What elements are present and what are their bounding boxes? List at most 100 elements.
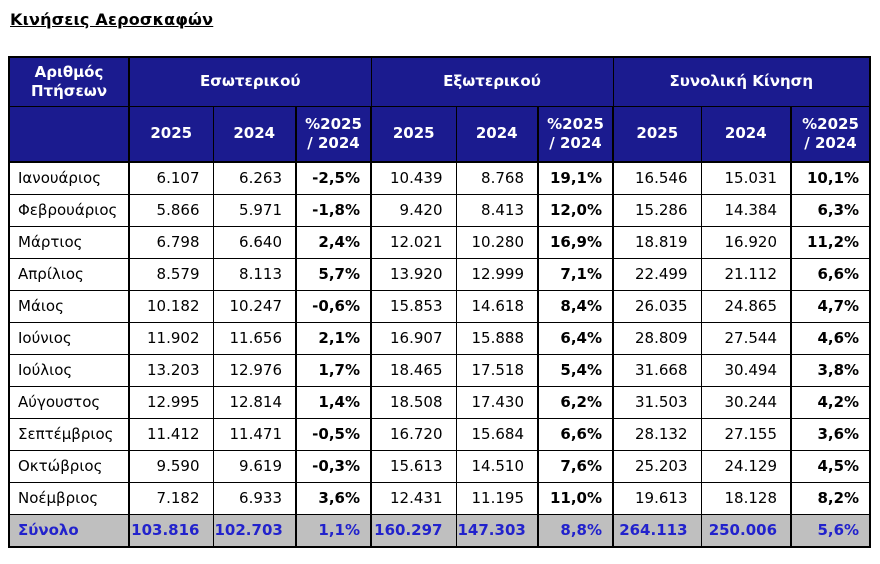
row-month-label: Ιούνιος: [8, 321, 130, 355]
value-cell: 28.132: [612, 417, 702, 451]
value-cell: 24.865: [700, 289, 792, 323]
pct-cell: 10,1%: [790, 161, 872, 195]
pct-cell: 1,4%: [295, 385, 372, 419]
group-header-domestic: Εσωτερικού: [128, 56, 372, 107]
pct-cell: 6,2%: [536, 385, 615, 419]
sub-header-2024: 2024: [212, 105, 297, 163]
value-cell: 8.768: [455, 161, 539, 195]
value-cell: 250.006: [700, 513, 792, 548]
row-month-label: Σεπτέμβριος: [8, 417, 130, 451]
group-header-total: Συνολική Κίνηση: [612, 56, 871, 107]
sub-header-2025: 2025: [612, 105, 702, 163]
sub-header-2025: 2025: [370, 105, 457, 163]
pct-cell: -0,3%: [295, 449, 372, 483]
pct-cell: 2,1%: [295, 321, 372, 355]
value-cell: 15.613: [370, 449, 457, 483]
value-cell: 15.286: [612, 193, 702, 227]
value-cell: 11.195: [455, 481, 539, 515]
value-cell: 14.384: [700, 193, 792, 227]
value-cell: 10.439: [370, 161, 457, 195]
row-month-label: Απρίλιος: [8, 257, 130, 291]
sub-header-2024: 2024: [455, 105, 539, 163]
pct-cell: 4,7%: [790, 289, 872, 323]
pct-cell: 4,5%: [790, 449, 872, 483]
value-cell: 15.888: [455, 321, 539, 355]
pct-cell: 5,6%: [790, 513, 872, 548]
value-cell: 5.866: [128, 193, 214, 227]
pct-cell: 1,7%: [295, 353, 372, 387]
table-row: Ιανουάριος 6.107 6.263 -2,5% 10.439 8.768 19,1…: [8, 161, 872, 195]
value-cell: 5.971: [212, 193, 297, 227]
pct-cell: -0,6%: [295, 289, 372, 323]
value-cell: 16.546: [612, 161, 702, 195]
value-cell: 8.113: [212, 257, 297, 291]
table-row: Αύγουστος 12.995 12.814 1,4% 18.508 17.430 6,2…: [8, 385, 872, 419]
value-cell: 8.579: [128, 257, 214, 291]
value-cell: 102.703: [212, 513, 297, 548]
value-cell: 16.720: [370, 417, 457, 451]
value-cell: 6.640: [212, 225, 297, 259]
pct-cell: 3,6%: [790, 417, 872, 451]
pct-cell: -0,5%: [295, 417, 372, 451]
row-month-label: Μάιος: [8, 289, 130, 323]
pct-cell: 7,1%: [536, 257, 615, 291]
pct-cell: 8,2%: [790, 481, 872, 515]
pct-cell: 5,7%: [295, 257, 372, 291]
table-row: Απρίλιος 8.579 8.113 5,7% 13.920 12.999 7,1% 22…: [8, 257, 872, 291]
value-cell: 12.976: [212, 353, 297, 387]
group-header-international: Εξωτερικού: [370, 56, 614, 107]
value-cell: 17.430: [455, 385, 539, 419]
corner-header-empty: [8, 105, 130, 163]
pct-cell: 6,6%: [790, 257, 872, 291]
table-body: Ιανουάριος 6.107 6.263 -2,5% 10.439 8.768 19,1…: [8, 161, 872, 548]
aircraft-movements-table: Αριθμός Πτήσεων Εσωτερικού Εξωτερικού Συ…: [8, 56, 872, 548]
pct-cell: 8,8%: [536, 513, 615, 548]
value-cell: 31.668: [612, 353, 702, 387]
value-cell: 26.035: [612, 289, 702, 323]
pct-cell: 19,1%: [536, 161, 615, 195]
value-cell: 31.503: [612, 385, 702, 419]
value-cell: 16.907: [370, 321, 457, 355]
value-cell: 103.816: [128, 513, 214, 548]
pct-cell: 11,2%: [790, 225, 872, 259]
page-title: Κινήσεις Αεροσκαφών: [10, 10, 214, 29]
value-cell: 7.182: [128, 481, 214, 515]
value-cell: 8.413: [455, 193, 539, 227]
value-cell: 13.203: [128, 353, 214, 387]
value-cell: 18.465: [370, 353, 457, 387]
value-cell: 12.431: [370, 481, 457, 515]
pct-cell: 5,4%: [536, 353, 615, 387]
row-month-label: Ιανουάριος: [8, 161, 130, 195]
value-cell: 21.112: [700, 257, 792, 291]
value-cell: 22.499: [612, 257, 702, 291]
row-month-label: Νοέμβριος: [8, 481, 130, 515]
pct-cell: 2,4%: [295, 225, 372, 259]
corner-header: Αριθμός Πτήσεων: [8, 56, 130, 107]
pct-cell: -1,8%: [295, 193, 372, 227]
value-cell: 6.107: [128, 161, 214, 195]
pct-cell: 16,9%: [536, 225, 615, 259]
table-row: Μάιος 10.182 10.247 -0,6% 15.853 14.618 8,4% 26…: [8, 289, 872, 323]
value-cell: 6.933: [212, 481, 297, 515]
row-month-label: Σύνολο: [8, 513, 130, 548]
value-cell: 10.182: [128, 289, 214, 323]
value-cell: 18.128: [700, 481, 792, 515]
pct-cell: 4,6%: [790, 321, 872, 355]
sub-header-row: 2025 2024 %2025 / 2024 2025 2024 %2025 /…: [8, 105, 872, 163]
value-cell: 30.244: [700, 385, 792, 419]
value-cell: 13.920: [370, 257, 457, 291]
table-row: Νοέμβριος 7.182 6.933 3,6% 12.431 11.195 11,0%…: [8, 481, 872, 515]
pct-cell: 8,4%: [536, 289, 615, 323]
value-cell: 147.303: [455, 513, 539, 548]
pct-cell: 3,6%: [295, 481, 372, 515]
value-cell: 19.613: [612, 481, 702, 515]
pct-cell: 7,6%: [536, 449, 615, 483]
value-cell: 6.263: [212, 161, 297, 195]
row-month-label: Ιούλιος: [8, 353, 130, 387]
total-row: Σύνολο 103.816 102.703 1,1% 160.297 147.303 8,…: [8, 513, 872, 548]
table-row: Ιούνιος 11.902 11.656 2,1% 16.907 15.888 6,4% 2…: [8, 321, 872, 355]
value-cell: 14.618: [455, 289, 539, 323]
value-cell: 17.518: [455, 353, 539, 387]
pct-cell: 12,0%: [536, 193, 615, 227]
value-cell: 9.619: [212, 449, 297, 483]
